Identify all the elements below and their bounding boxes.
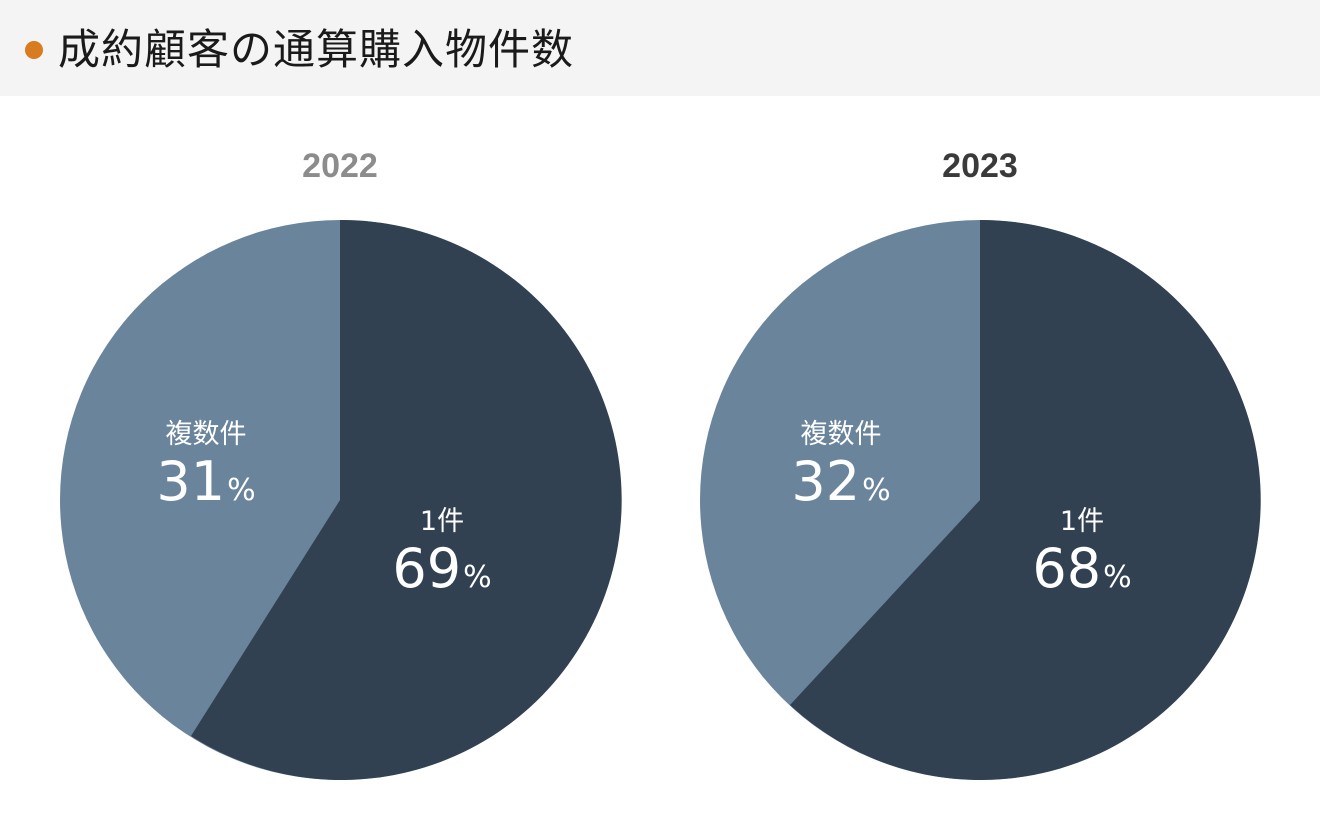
label-unit: % [1103,560,1132,595]
page-title: 成約顧客の通算購入物件数 [58,25,575,74]
header-bar: 成約顧客の通算購入物件数 [0,0,1320,96]
label-value: 69% [362,539,522,608]
label-value: 68% [1002,539,1162,608]
pie-2023 [700,219,1261,780]
label-category: 複数件 [800,419,882,450]
label-category: 複数件 [165,419,247,450]
slice-2023-single [790,219,1261,780]
label-number: 68 [1032,537,1102,600]
label-value: 31% [126,452,286,521]
label-category: 1件 [419,506,465,537]
bullet-dot-icon [25,41,43,59]
label-number: 32 [791,450,861,513]
label-2022-single: 1件 69% [362,505,522,608]
chart-title-2023: 2023 [942,147,1018,185]
label-number: 31 [156,450,226,513]
label-value: 32% [761,452,921,521]
label-2023-multiple: 複数件 32% [761,418,921,521]
label-number: 69 [392,537,462,600]
label-2022-multiple: 複数件 31% [126,418,286,521]
pie-2022 [60,219,622,780]
label-unit: % [463,560,492,595]
label-2023-single: 1件 68% [1002,505,1162,608]
label-category: 1件 [1059,506,1105,537]
slice-2022-single [191,219,622,780]
label-unit: % [862,473,891,508]
label-unit: % [227,473,256,508]
chart-title-2022: 2022 [302,147,378,185]
